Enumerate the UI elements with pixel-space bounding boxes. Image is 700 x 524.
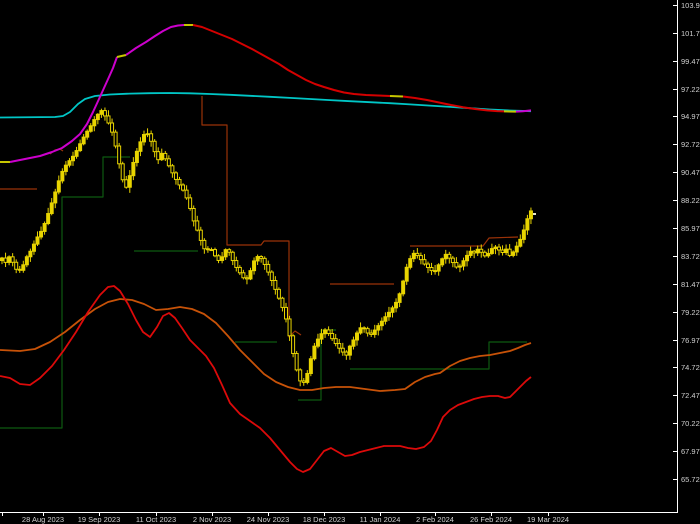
price-axis-label: 67.97 (681, 446, 700, 456)
price-axis-label: 88.22 (681, 195, 700, 205)
price-axis-label: 74.72 (681, 362, 700, 372)
candles-layer (0, 107, 533, 387)
price-axis-label: 101.72 (681, 28, 700, 38)
price-axis-label: 92.72 (681, 139, 700, 149)
time-axis-label: 18 Dec 2023 (302, 515, 346, 524)
time-axis-label: 11 Jan 2024 (359, 515, 401, 524)
time-axis-label: 19 Mar 2024 (526, 515, 570, 524)
time-axis-label: 24 Nov 2023 (246, 515, 290, 524)
price-axis-label: 85.97 (681, 223, 700, 233)
price-axis-label: 103.97 (681, 0, 700, 10)
price-axis-label: 83.72 (681, 251, 700, 261)
price-axis-label: 90.47 (681, 167, 700, 177)
price-axis-label: 72.47 (681, 390, 700, 400)
step-indicators-layer (0, 96, 527, 429)
price-axis-label: 81.47 (681, 279, 700, 289)
time-axis-label: 28 Aug 2023 (21, 515, 65, 524)
last-price-marker (533, 213, 536, 215)
time-axis-label: 19 Sep 2023 (77, 515, 121, 524)
time-axis-label: 2 Feb 2024 (416, 515, 454, 524)
price-axis-label: 79.22 (681, 307, 700, 317)
time-axis-label: 26 Feb 2024 (469, 515, 513, 524)
ma-indicators-layer (0, 24, 532, 473)
price-axis-label: 76.97 (681, 335, 700, 345)
price-axis-label: 70.22 (681, 418, 700, 428)
axes-layer (0, 0, 678, 516)
price-axis-label: 99.47 (681, 56, 700, 66)
time-axis-label: 11 Oct 2023 (135, 515, 177, 524)
price-axis-label: 97.22 (681, 84, 700, 94)
price-axis-label: 65.72 (681, 474, 700, 484)
time-axis-label: 2 Nov 2023 (192, 515, 232, 524)
price-axis-label: 94.97 (681, 111, 700, 121)
